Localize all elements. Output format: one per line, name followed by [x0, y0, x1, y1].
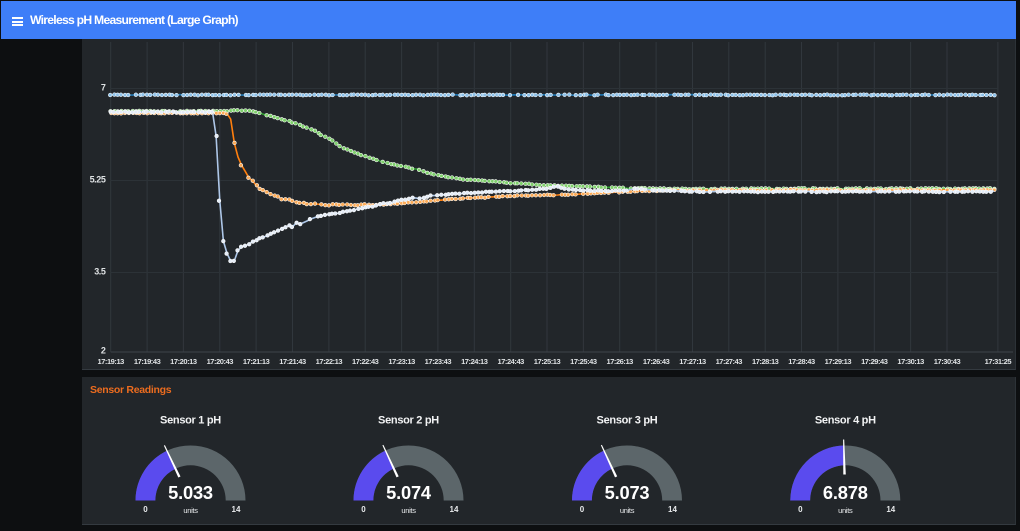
- svg-text:7: 7: [101, 83, 106, 93]
- svg-text:6.878: 6.878: [823, 482, 868, 503]
- svg-text:14: 14: [886, 505, 895, 514]
- svg-text:17:31:25: 17:31:25: [985, 357, 1012, 366]
- svg-text:17:19:43: 17:19:43: [134, 357, 161, 366]
- svg-text:5.033: 5.033: [168, 482, 213, 503]
- svg-text:17:30:43: 17:30:43: [934, 357, 961, 366]
- svg-text:Sensor 1 pH: Sensor 1 pH: [160, 415, 221, 427]
- svg-text:5.25: 5.25: [90, 175, 106, 185]
- svg-text:17:22:13: 17:22:13: [316, 357, 343, 366]
- svg-text:17:28:13: 17:28:13: [752, 357, 779, 366]
- svg-text:14: 14: [450, 505, 459, 514]
- svg-text:17:23:43: 17:23:43: [425, 357, 452, 366]
- svg-text:17:23:13: 17:23:13: [388, 357, 415, 366]
- svg-text:17:27:43: 17:27:43: [716, 357, 743, 366]
- svg-text:Sensor 4 pH: Sensor 4 pH: [815, 415, 876, 427]
- svg-text:17:21:43: 17:21:43: [279, 357, 306, 366]
- svg-text:17:21:13: 17:21:13: [243, 357, 270, 366]
- svg-text:5.074: 5.074: [386, 482, 432, 503]
- svg-text:17:24:13: 17:24:13: [461, 357, 488, 366]
- svg-text:17:28:43: 17:28:43: [788, 357, 815, 366]
- svg-text:5.073: 5.073: [605, 482, 650, 503]
- svg-text:units: units: [183, 506, 198, 515]
- svg-text:17:26:13: 17:26:13: [606, 357, 633, 366]
- svg-text:17:26:43: 17:26:43: [643, 357, 670, 366]
- svg-text:Sensor 3 pH: Sensor 3 pH: [597, 415, 658, 427]
- svg-text:17:29:13: 17:29:13: [825, 357, 852, 366]
- svg-text:units: units: [620, 506, 635, 515]
- svg-text:3.5: 3.5: [94, 267, 106, 277]
- svg-text:14: 14: [232, 505, 241, 514]
- svg-text:0: 0: [580, 505, 585, 514]
- svg-text:0: 0: [361, 505, 366, 514]
- svg-text:units: units: [838, 506, 853, 515]
- svg-text:17:19:13: 17:19:13: [97, 357, 124, 366]
- svg-text:17:25:43: 17:25:43: [570, 357, 597, 366]
- svg-text:17:27:13: 17:27:13: [679, 357, 706, 366]
- svg-text:17:24:43: 17:24:43: [497, 357, 524, 366]
- svg-text:0: 0: [798, 505, 803, 514]
- svg-text:17:22:43: 17:22:43: [352, 357, 379, 366]
- svg-text:0: 0: [143, 505, 148, 514]
- svg-text:17:20:13: 17:20:13: [170, 357, 197, 366]
- svg-text:17:29:43: 17:29:43: [861, 357, 888, 366]
- svg-text:2: 2: [101, 346, 106, 356]
- svg-text:units: units: [401, 506, 416, 515]
- svg-text:Sensor 2 pH: Sensor 2 pH: [378, 415, 439, 427]
- svg-text:17:30:13: 17:30:13: [897, 357, 924, 366]
- svg-text:17:20:43: 17:20:43: [207, 357, 234, 366]
- svg-text:17:25:13: 17:25:13: [534, 357, 561, 366]
- svg-text:14: 14: [668, 505, 677, 514]
